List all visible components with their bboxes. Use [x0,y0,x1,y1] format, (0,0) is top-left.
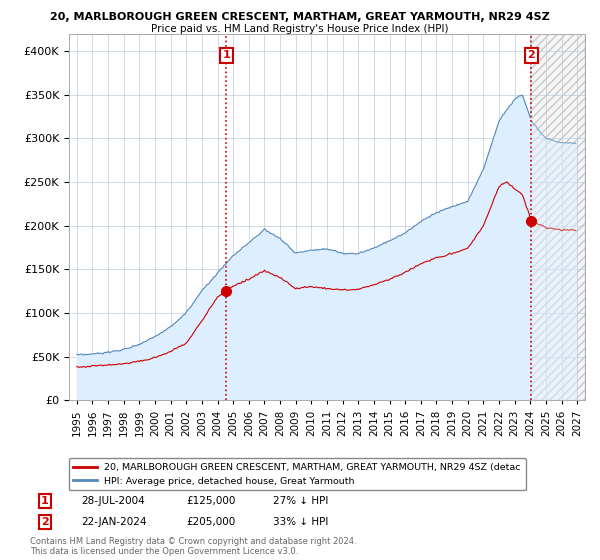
Text: 22-JAN-2024: 22-JAN-2024 [81,517,146,527]
Text: 33% ↓ HPI: 33% ↓ HPI [273,517,328,527]
Text: 1: 1 [41,496,49,506]
Text: This data is licensed under the Open Government Licence v3.0.: This data is licensed under the Open Gov… [30,547,298,556]
Text: Price paid vs. HM Land Registry's House Price Index (HPI): Price paid vs. HM Land Registry's House … [151,24,449,34]
Text: 2: 2 [527,50,535,60]
Bar [532,34,585,400]
Text: Contains HM Land Registry data © Crown copyright and database right 2024.: Contains HM Land Registry data © Crown c… [30,537,356,546]
Text: £205,000: £205,000 [186,517,235,527]
Text: £125,000: £125,000 [186,496,235,506]
Text: 1: 1 [223,50,230,60]
Text: 28-JUL-2004: 28-JUL-2004 [81,496,145,506]
Legend: 20, MARLBOROUGH GREEN CRESCENT, MARTHAM, GREAT YARMOUTH, NR29 4SZ (detac, HPI: A: 20, MARLBOROUGH GREEN CRESCENT, MARTHAM,… [68,458,526,491]
Text: 27% ↓ HPI: 27% ↓ HPI [273,496,328,506]
Text: 2: 2 [41,517,49,527]
Bar [532,34,585,400]
Text: 20, MARLBOROUGH GREEN CRESCENT, MARTHAM, GREAT YARMOUTH, NR29 4SZ: 20, MARLBOROUGH GREEN CRESCENT, MARTHAM,… [50,12,550,22]
